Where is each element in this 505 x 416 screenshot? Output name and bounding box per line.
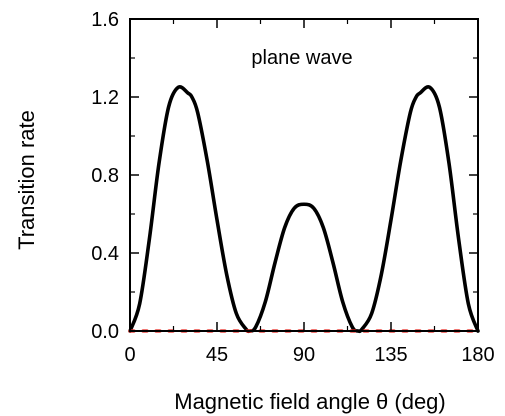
y-tick-label: 0.0 [91, 321, 119, 343]
y-axis-label: Transition rate [14, 110, 39, 250]
y-tick-label: 1.2 [91, 87, 119, 109]
y-tick-label: 1.6 [91, 9, 119, 31]
curves-layer [128, 84, 480, 334]
x-axis-label: Magnetic field angle θ (deg) [174, 389, 446, 414]
y-tick-label: 0.4 [91, 243, 119, 265]
x-tick-label: 90 [293, 344, 315, 366]
x-tick-label: 135 [374, 344, 407, 366]
x-tick-label: 180 [461, 344, 494, 366]
x-tick-label: 0 [124, 344, 135, 366]
series-line-0 [128, 84, 480, 334]
tick-labels-layer: 0 45 90 135 180 0.0 0.4 0.8 1.2 1.6 [91, 9, 495, 366]
y-tick-label: 0.8 [91, 165, 119, 187]
plot-annotation: plane wave [251, 47, 352, 69]
x-tick-label: 45 [206, 344, 228, 366]
ticks-layer [129, 18, 479, 332]
